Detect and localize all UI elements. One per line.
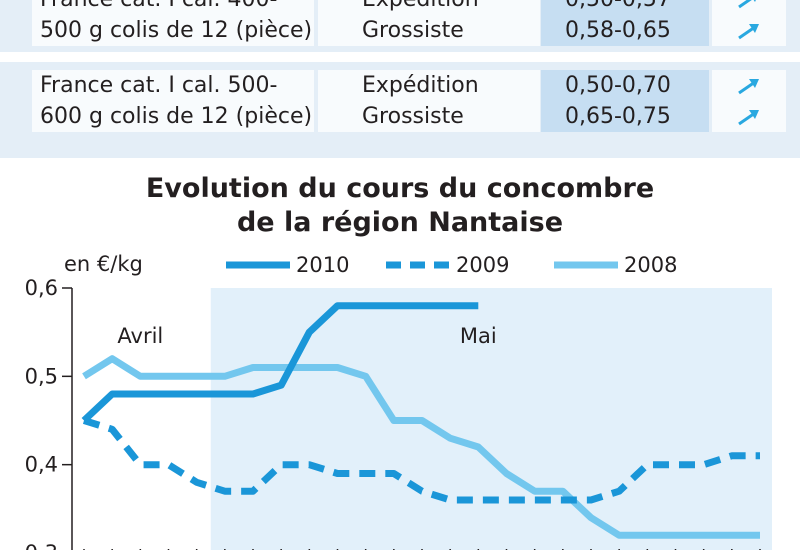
legend-label: 2009 [456, 253, 510, 277]
may-band [210, 288, 772, 550]
legend-swatch-2009 [386, 261, 450, 269]
product-cell: France cat. I cal. 400- 500 g colis de 1… [32, 0, 314, 46]
series-line-2008 [82, 355, 760, 539]
price-range: 0,65-0,75 [565, 104, 671, 129]
market-stage: Expédition [362, 0, 540, 15]
market-stage: Grossiste [362, 18, 464, 43]
chart-title: Evolution du cours du concombre de la ré… [0, 172, 800, 240]
legend-swatch-2010 [226, 261, 290, 269]
y-tick-label: 0,5 [25, 364, 58, 388]
y-axis-unit-label: en €/kg [64, 252, 143, 276]
price-range: 0,50-0,57 [565, 0, 709, 15]
price-range: 0,58-0,65 [565, 18, 671, 43]
product-line: France cat. I cal. 400- [40, 0, 314, 15]
series-line-2009 [82, 417, 760, 504]
trend-cell [712, 0, 786, 46]
legend-item-2010: 2010 [224, 252, 349, 278]
row-separator [0, 52, 800, 62]
up-right-arrow-icon [712, 70, 786, 101]
market-stage: Grossiste [362, 104, 464, 129]
price-table: France cat. I cal. 400- 500 g colis de 1… [0, 0, 800, 140]
up-right-arrow-icon [712, 0, 786, 15]
chart-title-line: de la région Nantaise [236, 207, 564, 238]
legend-label: 2010 [296, 253, 350, 277]
product-line: 600 g colis de 12 (pièce) [40, 104, 313, 129]
series-line-2010 [81, 302, 479, 424]
april-band [72, 288, 211, 550]
month-label: Mai [460, 324, 497, 348]
legend-swatch-2008 [554, 261, 618, 269]
month-label: Avril [117, 324, 163, 348]
product-line: France cat. I cal. 500- [40, 73, 278, 98]
up-right-arrow-icon [712, 15, 786, 46]
legend-label: 2008 [624, 253, 678, 277]
market-stage: Expédition [362, 73, 479, 98]
up-right-arrow-icon [712, 101, 786, 132]
legend-item-2009: 2009 [384, 252, 509, 278]
price-range-cell: 0,50-0,70 0,65-0,75 [541, 70, 709, 132]
legend-item-2008: 2008 [552, 252, 677, 278]
line-chart: 0,3 0,4 0,5 0,6 Avril Mai [25, 276, 772, 550]
market-stage-cell: Expédition Grossiste [318, 0, 540, 46]
product-cell: France cat. I cal. 500- 600 g colis de 1… [32, 70, 314, 132]
chart-title-line: Evolution du cours du concombre [145, 173, 655, 204]
y-tick-label: 0,6 [25, 276, 58, 300]
y-tick-label: 0,3 [25, 541, 58, 550]
chart-panel: 0,3 0,4 0,5 0,6 Avril Mai Evolution du cours … [0, 158, 800, 550]
price-range: 0,50-0,70 [565, 73, 671, 98]
market-stage-cell: Expédition Grossiste [318, 70, 540, 132]
product-line: 500 g colis de 12 (pièce) [40, 18, 313, 43]
price-range-cell: 0,50-0,57 0,58-0,65 [541, 0, 709, 46]
y-tick-label: 0,4 [25, 453, 58, 477]
trend-cell [712, 70, 786, 132]
